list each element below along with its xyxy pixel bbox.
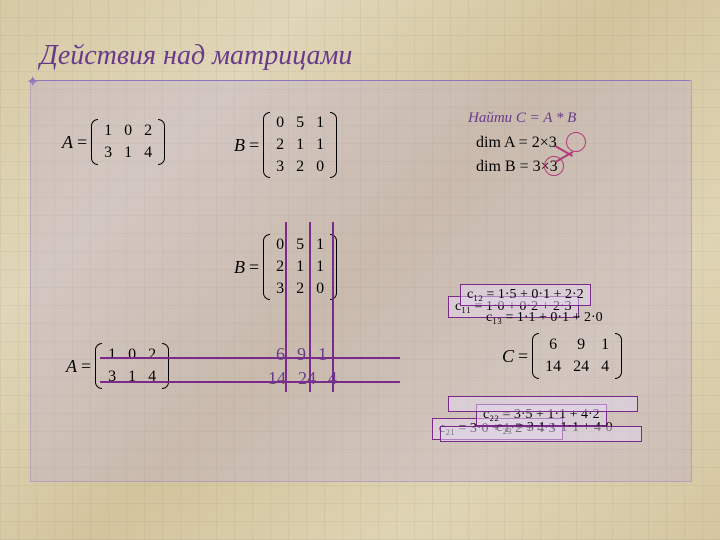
matrix-a-body: 1 0 2 3 1 4: [98, 118, 158, 166]
cell: 0: [276, 236, 284, 254]
bracket-left: [91, 119, 98, 165]
result-cell: 1: [318, 344, 327, 365]
result-cell: 4: [328, 368, 337, 389]
calc-c13: c₁₃ = 1·1 + 0·1 + 2·0: [480, 308, 609, 328]
cell: 9: [573, 336, 589, 354]
matrix-a-label: A: [62, 132, 73, 153]
cell: 2: [144, 122, 152, 140]
result-cell: 9: [297, 344, 306, 365]
cell: 2: [296, 158, 304, 176]
matrix-b-body: 0 5 1 2 1 1 3 2 0: [270, 232, 330, 302]
bracket-right: [330, 112, 337, 178]
eq-sign: =: [249, 257, 259, 278]
cell: 2: [276, 136, 284, 154]
calc-c12: c₁₂ = 1·5 + 0·1 + 2·2: [460, 284, 591, 306]
cell: 4: [148, 368, 156, 386]
eq-sign: =: [81, 356, 91, 377]
bracket-left: [263, 112, 270, 178]
cell: 1: [104, 122, 112, 140]
matrix-b-label: B: [234, 257, 245, 278]
vline-col2: [309, 222, 311, 392]
cell: 1: [316, 136, 324, 154]
circle-dim-a-cols: [566, 132, 586, 152]
matrix-b-top: B = 0 5 1 2 1 1 3 2 0: [234, 110, 337, 180]
matrix-c-body: 6 9 1 14 24 4: [539, 332, 615, 380]
vline-col1: [285, 222, 287, 392]
cell: 14: [545, 358, 561, 376]
cell: 24: [573, 358, 589, 376]
hline-row1: [100, 357, 400, 359]
cell: 2: [276, 258, 284, 276]
cell: 3: [108, 368, 116, 386]
hline-row2: [100, 381, 400, 383]
eq-sign: =: [249, 135, 259, 156]
cell: 1: [128, 368, 136, 386]
cell: 3: [276, 158, 284, 176]
result-row1: 6 9 1: [276, 344, 327, 365]
cell: 6: [545, 336, 561, 354]
cell: 0: [124, 122, 132, 140]
find-text: Найти C = A * B: [468, 110, 576, 127]
matrix-c: C = 6 9 1 14 24 4: [502, 332, 622, 380]
cell: 0: [128, 346, 136, 364]
matrix-b-body: 0 5 1 2 1 1 3 2 0: [270, 110, 330, 180]
vline-col3: [332, 222, 334, 392]
cell: 1: [124, 144, 132, 162]
cell: 2: [296, 280, 304, 298]
cell: 0: [276, 114, 284, 132]
result-cell: 6: [276, 344, 285, 365]
matrix-b-label: B: [234, 135, 245, 156]
cell: 3: [276, 280, 284, 298]
matrix-a-top: A = 1 0 2 3 1 4: [62, 118, 165, 166]
cell: 1: [601, 336, 609, 354]
bracket-left: [263, 234, 270, 300]
cell: 0: [316, 158, 324, 176]
calc-frame: [448, 396, 638, 412]
eq-sign: =: [518, 346, 528, 367]
dim-a: dim A = 2×3: [476, 134, 557, 152]
cell: 1: [296, 136, 304, 154]
cell: 3: [104, 144, 112, 162]
result-cell: 14: [268, 368, 286, 389]
bracket-right: [615, 333, 622, 379]
cell: 1: [316, 114, 324, 132]
cell: 0: [316, 280, 324, 298]
cell: 4: [601, 358, 609, 376]
cell: 5: [296, 114, 304, 132]
cell: 5: [296, 236, 304, 254]
cell: 1: [108, 346, 116, 364]
cell: 1: [316, 258, 324, 276]
cell: 4: [144, 144, 152, 162]
cell: 1: [296, 258, 304, 276]
calc-frame: [440, 426, 642, 442]
cell: 1: [316, 236, 324, 254]
result-row2: 14 24 4: [268, 368, 337, 389]
cell: 2: [148, 346, 156, 364]
bracket-right: [158, 119, 165, 165]
page-title: Действия над матрицами: [40, 40, 352, 72]
result-cell: 24: [298, 368, 316, 389]
bracket-left: [532, 333, 539, 379]
matrix-c-label: C: [502, 346, 514, 367]
eq-sign: =: [77, 132, 87, 153]
matrix-a-label: A: [66, 356, 77, 377]
